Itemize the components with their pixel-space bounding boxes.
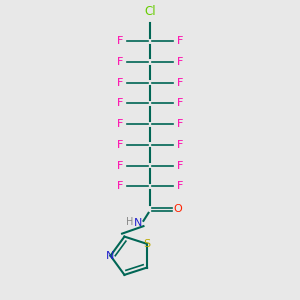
Text: F: F [176, 78, 183, 88]
Text: F: F [117, 140, 124, 150]
Text: F: F [117, 98, 124, 108]
Text: F: F [176, 57, 183, 67]
Text: F: F [117, 78, 124, 88]
Text: N: N [134, 218, 142, 228]
Text: F: F [176, 36, 183, 46]
Text: F: F [176, 119, 183, 129]
Text: S: S [143, 239, 151, 249]
Text: F: F [176, 181, 183, 191]
Text: Cl: Cl [144, 4, 156, 18]
Text: F: F [117, 57, 124, 67]
Text: F: F [176, 98, 183, 108]
Text: F: F [117, 181, 124, 191]
Text: F: F [176, 160, 183, 170]
Text: F: F [117, 36, 124, 46]
Text: N: N [106, 251, 115, 261]
Text: O: O [174, 204, 183, 214]
Text: F: F [176, 140, 183, 150]
Text: F: F [117, 160, 124, 170]
Text: H: H [125, 217, 133, 227]
Text: F: F [117, 119, 124, 129]
